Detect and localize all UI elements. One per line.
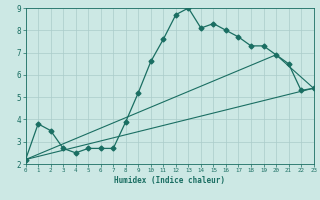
X-axis label: Humidex (Indice chaleur): Humidex (Indice chaleur) xyxy=(114,176,225,185)
